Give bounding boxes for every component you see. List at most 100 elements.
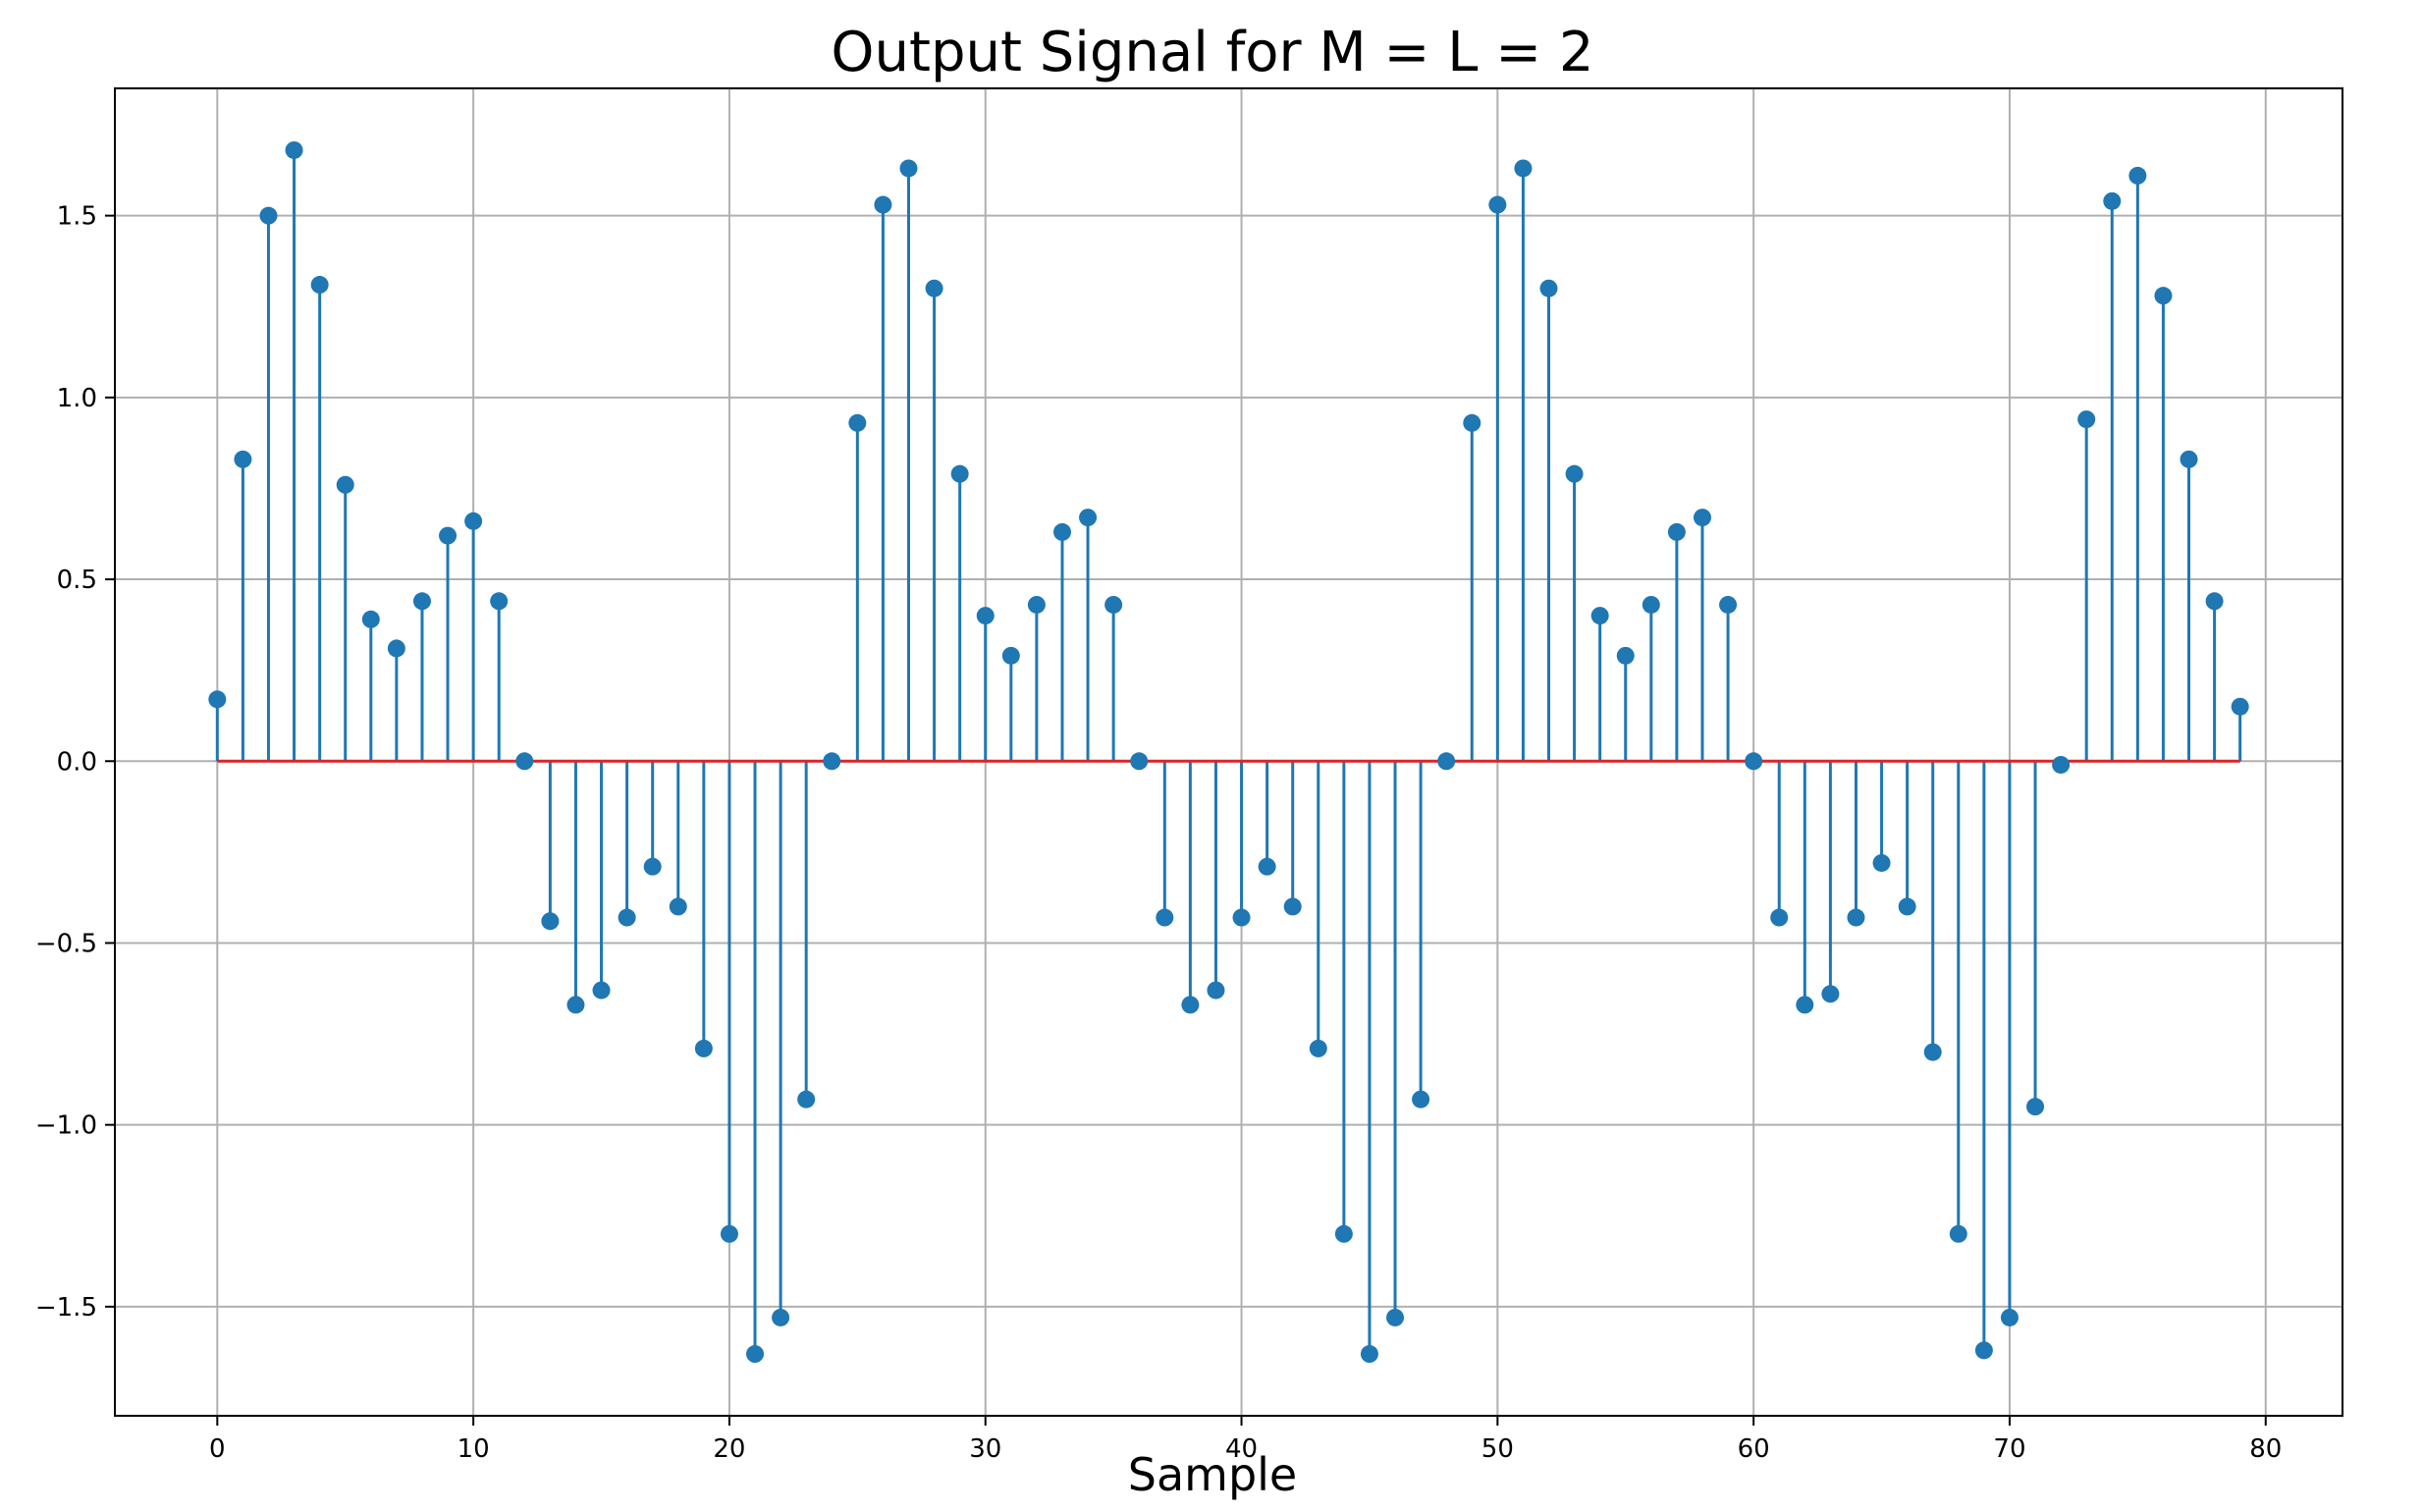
stem-marker (1974, 1341, 1993, 1360)
x-axis-label: Sample (1128, 1448, 1297, 1501)
stem-marker (899, 159, 918, 178)
stem-marker (566, 996, 585, 1014)
stem-marker (1949, 1224, 1967, 1243)
stem-marker (1872, 853, 1891, 872)
stem-marker (2103, 191, 2122, 210)
stem-marker (1207, 981, 1225, 999)
stem-marker (1898, 897, 1916, 916)
stem-marker (1923, 1043, 1942, 1061)
x-tick-label: 0 (209, 1434, 226, 1464)
stem-markers (208, 140, 2249, 1364)
stem-marker (515, 752, 534, 771)
stem-marker (234, 450, 252, 468)
stem-marker (1821, 985, 1840, 1003)
y-tick-label: 0.0 (57, 747, 97, 777)
stem-marker (2077, 410, 2096, 429)
stem-marker (439, 526, 458, 545)
stem-marker (259, 206, 278, 225)
stem-marker (387, 639, 405, 658)
stem-marker (1488, 195, 1507, 214)
stem-marker (1386, 1308, 1405, 1326)
stem-marker (1052, 522, 1071, 541)
stem-marker (1847, 908, 1865, 927)
stem-marker (1565, 464, 1584, 483)
stem-marker (1693, 509, 1711, 527)
x-tick-label: 20 (713, 1434, 745, 1464)
stem-marker (1590, 607, 1609, 625)
stem-marker (720, 1224, 738, 1243)
stem-marker (925, 279, 943, 297)
stem-marker (1642, 595, 1660, 614)
stem-marker (950, 464, 969, 483)
stem-marker (1309, 1039, 1327, 1057)
stem-marker (2205, 592, 2224, 611)
stem-marker (2154, 287, 2173, 305)
stem-marker (1514, 159, 1533, 178)
x-tick-label: 30 (969, 1434, 1001, 1464)
stem-marker (2052, 755, 2071, 774)
stem-marker (592, 981, 611, 999)
stems (215, 149, 2242, 1355)
stem-marker (412, 592, 431, 611)
x-tick-label: 50 (1481, 1434, 1514, 1464)
stem-marker (618, 908, 636, 927)
plot-frame (114, 87, 2343, 1417)
stem-marker (1130, 752, 1149, 771)
stem-marker (797, 1090, 816, 1108)
stem-marker (1463, 413, 1481, 432)
stem-marker (772, 1308, 790, 1326)
stem-marker (2180, 450, 2198, 468)
axis-ticks: 0 10 20 30 40 50 60 70 80 −1.5 −1.0 −0.5 0.0 0.5 1.0 1.… (35, 202, 2282, 1464)
y-tick-label: −1.5 (35, 1293, 97, 1323)
stem-marker (1334, 1224, 1353, 1243)
stem-marker (361, 610, 380, 628)
stem-marker (1258, 857, 1276, 876)
y-tick-label: 1.5 (57, 202, 97, 232)
stem-marker (1079, 509, 1098, 527)
stem-marker (541, 912, 560, 931)
stem-marker (285, 140, 303, 159)
stem-marker (1001, 646, 1020, 665)
x-tick-label: 80 (2249, 1434, 2282, 1464)
stem-marker (310, 276, 329, 295)
y-tick-label: −1.0 (35, 1111, 97, 1141)
stem-marker (1360, 1345, 1378, 1364)
stem-marker (669, 897, 687, 916)
stem-marker (643, 857, 662, 876)
stem-marker (874, 195, 892, 214)
stem-marker (1745, 752, 1763, 771)
x-tick-label: 70 (1993, 1434, 2025, 1464)
stem-marker (976, 607, 995, 625)
stem-marker (2026, 1098, 2045, 1116)
stem-marker (1156, 908, 1174, 927)
stem-marker (1667, 522, 1686, 541)
x-tick-label: 10 (458, 1434, 490, 1464)
y-tick-label: 0.5 (57, 566, 97, 595)
stem-marker (490, 592, 509, 611)
stem-marker (1181, 996, 1200, 1014)
stem-marker (1412, 1090, 1430, 1108)
stem-marker (1539, 279, 1558, 297)
stem-marker (1437, 752, 1456, 771)
stem-marker (823, 752, 841, 771)
stem-marker (1232, 908, 1251, 927)
stem-marker (1796, 996, 1814, 1014)
stem-marker (1283, 897, 1302, 916)
stem-marker (2000, 1308, 2019, 1326)
stem-marker (464, 512, 483, 530)
stem-marker (1719, 595, 1738, 614)
x-tick-label: 40 (1225, 1434, 1258, 1464)
y-tick-label: 1.0 (57, 384, 97, 413)
stem-marker (208, 690, 227, 709)
stem-marker (1104, 595, 1123, 614)
stem-marker (1027, 595, 1046, 614)
y-tick-label: −0.5 (35, 929, 97, 958)
stem-marker (694, 1039, 713, 1057)
stem-marker (848, 413, 867, 432)
stem-marker (1770, 908, 1789, 927)
stem-marker (746, 1345, 765, 1364)
stem-marker (2231, 697, 2249, 716)
stem-marker (2128, 166, 2147, 185)
stem-marker (336, 475, 354, 494)
